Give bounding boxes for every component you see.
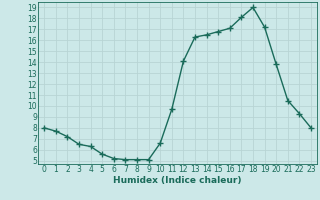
X-axis label: Humidex (Indice chaleur): Humidex (Indice chaleur) — [113, 176, 242, 185]
